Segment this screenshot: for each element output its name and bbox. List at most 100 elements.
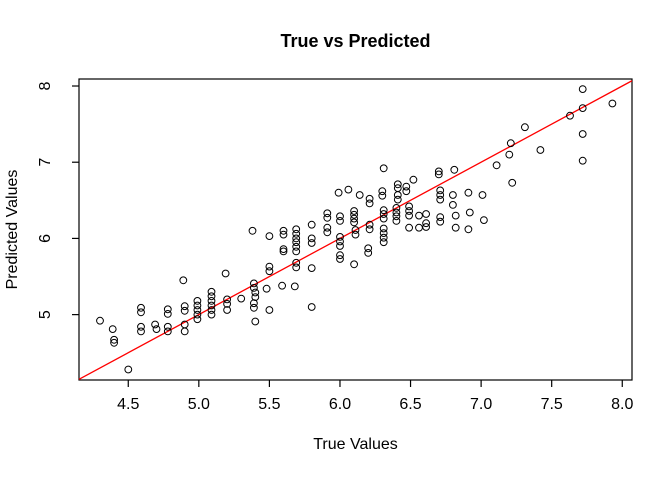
data-point bbox=[207, 292, 216, 301]
data-point bbox=[223, 300, 232, 308]
data-point bbox=[365, 199, 374, 208]
data-point bbox=[521, 123, 529, 132]
data-point bbox=[163, 322, 172, 331]
data-point bbox=[137, 327, 145, 336]
data-point bbox=[536, 146, 545, 154]
data-point bbox=[279, 226, 288, 235]
data-point bbox=[336, 242, 344, 250]
x-tick-label: 6.0 bbox=[329, 396, 351, 413]
y-tick-label: 7 bbox=[37, 158, 54, 167]
data-point bbox=[402, 187, 411, 196]
data-point bbox=[350, 207, 359, 215]
data-point bbox=[405, 202, 414, 211]
x-tick-label: 5.5 bbox=[258, 396, 280, 413]
y-tick-label: 5 bbox=[37, 310, 54, 319]
data-point bbox=[152, 325, 161, 334]
data-point bbox=[566, 111, 574, 120]
data-point bbox=[262, 284, 271, 293]
data-point bbox=[436, 191, 445, 199]
data-point bbox=[480, 216, 488, 225]
data-point bbox=[422, 223, 431, 231]
data-point bbox=[307, 239, 316, 247]
data-point bbox=[180, 302, 189, 311]
data-point bbox=[350, 214, 359, 223]
data-point bbox=[265, 232, 274, 241]
data-point bbox=[292, 229, 301, 238]
data-point bbox=[392, 217, 401, 225]
data-point bbox=[578, 104, 587, 112]
data-point bbox=[336, 237, 344, 246]
data-point bbox=[351, 230, 360, 239]
data-point bbox=[478, 191, 487, 199]
data-point bbox=[223, 306, 232, 314]
data-point bbox=[292, 234, 301, 243]
data-point bbox=[251, 317, 260, 326]
data-point bbox=[124, 365, 133, 374]
data-point bbox=[505, 150, 514, 159]
data-point bbox=[265, 267, 274, 276]
data-point bbox=[436, 195, 445, 204]
data-point bbox=[422, 210, 431, 218]
data-point bbox=[434, 167, 443, 176]
data-point bbox=[163, 305, 172, 314]
data-point bbox=[451, 223, 460, 232]
data-points-layer bbox=[96, 85, 617, 374]
data-point bbox=[464, 225, 473, 234]
data-point bbox=[292, 242, 301, 251]
x-tick-label: 6.5 bbox=[399, 396, 421, 413]
data-point bbox=[364, 244, 373, 253]
data-point bbox=[508, 178, 517, 187]
data-point bbox=[180, 306, 189, 315]
data-point bbox=[137, 308, 145, 317]
data-point bbox=[415, 223, 423, 232]
data-point bbox=[379, 238, 388, 247]
data-point bbox=[436, 186, 445, 195]
data-point bbox=[379, 206, 388, 215]
data-point bbox=[290, 282, 299, 291]
data-point bbox=[578, 85, 587, 93]
data-point bbox=[336, 233, 344, 241]
data-point bbox=[351, 226, 360, 234]
data-point bbox=[379, 210, 388, 218]
data-point bbox=[193, 301, 202, 310]
data-point bbox=[434, 170, 443, 179]
data-point bbox=[365, 220, 374, 229]
x-tick-label: 7.5 bbox=[541, 396, 563, 413]
data-point bbox=[415, 211, 423, 220]
data-point bbox=[163, 327, 172, 336]
data-point bbox=[436, 213, 445, 222]
data-point bbox=[221, 269, 230, 278]
data-point bbox=[449, 191, 457, 199]
data-point bbox=[279, 247, 288, 256]
data-point bbox=[265, 306, 274, 314]
data-point bbox=[344, 185, 353, 194]
data-point bbox=[492, 161, 501, 170]
data-point bbox=[350, 260, 359, 269]
data-point bbox=[207, 306, 216, 314]
reference-line-layer bbox=[78, 80, 633, 380]
data-point bbox=[578, 156, 587, 165]
data-point bbox=[323, 209, 332, 218]
axis-ticks: 4.5 5.0 5.5 6.0 6.5 7.0 7.5 8.0 5 6 7 8 bbox=[37, 81, 633, 413]
data-point bbox=[334, 188, 343, 197]
data-point bbox=[336, 212, 344, 221]
data-point bbox=[364, 249, 373, 257]
data-point bbox=[323, 228, 332, 237]
data-point bbox=[379, 164, 388, 173]
data-point bbox=[464, 188, 473, 197]
data-point bbox=[436, 217, 445, 226]
data-point bbox=[506, 139, 515, 148]
data-point bbox=[405, 223, 414, 232]
data-point bbox=[292, 225, 301, 234]
data-point bbox=[250, 299, 258, 308]
data-point bbox=[378, 187, 387, 196]
data-point bbox=[151, 320, 160, 329]
x-tick-label: 5.0 bbox=[188, 396, 210, 413]
data-point bbox=[278, 281, 287, 290]
data-point bbox=[405, 211, 414, 220]
data-point bbox=[292, 247, 301, 256]
data-point bbox=[323, 223, 332, 232]
y-tick-label: 6 bbox=[37, 234, 54, 243]
data-point bbox=[465, 208, 474, 217]
